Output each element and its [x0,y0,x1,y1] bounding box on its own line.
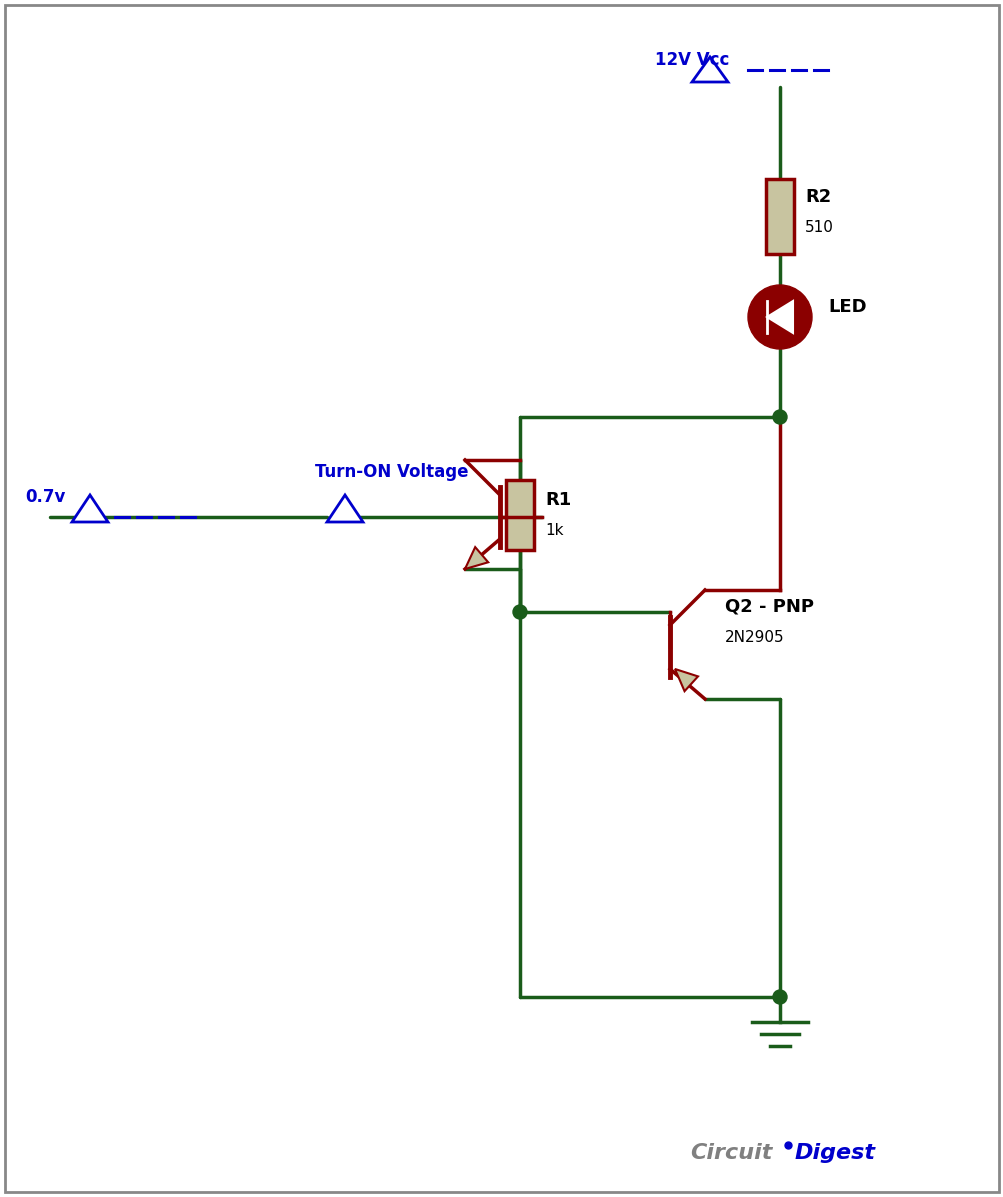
Text: Digest: Digest [794,1143,876,1163]
Bar [506,480,534,549]
Circle shape [513,604,527,619]
Bar [765,180,793,255]
Polygon shape [691,57,727,83]
Text: R2: R2 [804,188,830,206]
Text: 0.7v: 0.7v [25,488,65,506]
Text: Circuit: Circuit [689,1143,771,1163]
Circle shape [772,411,786,424]
Polygon shape [327,496,363,522]
Circle shape [747,285,811,350]
Text: LED: LED [827,298,866,316]
Text: 2N2905: 2N2905 [724,630,783,645]
Text: Turn-ON Voltage: Turn-ON Voltage [315,463,468,481]
Polygon shape [766,300,792,333]
Text: 510: 510 [804,220,833,235]
Text: 12V Vcc: 12V Vcc [654,51,728,69]
Text: 1k: 1k [545,523,563,537]
Polygon shape [72,496,108,522]
Text: Q2 - PNP: Q2 - PNP [724,598,813,616]
Polygon shape [464,547,487,569]
Polygon shape [674,669,697,691]
Text: R1: R1 [545,491,571,509]
Circle shape [772,990,786,1004]
